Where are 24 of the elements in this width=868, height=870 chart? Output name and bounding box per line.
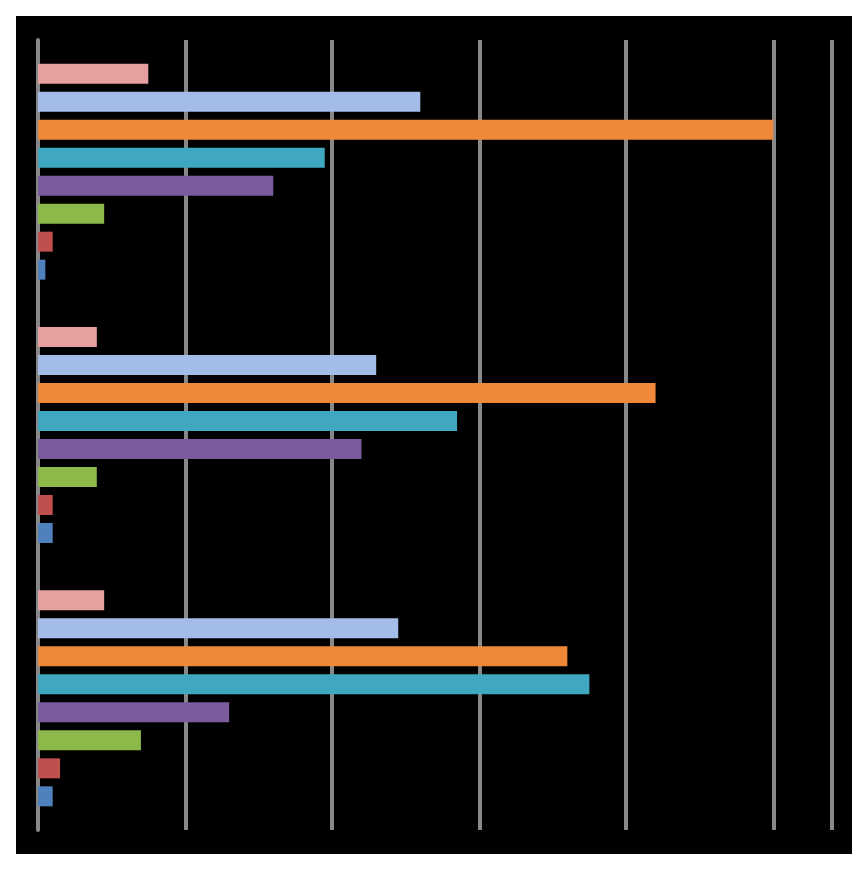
bar bbox=[38, 63, 149, 84]
bar bbox=[38, 175, 274, 196]
bar bbox=[38, 786, 53, 807]
bar bbox=[38, 590, 105, 611]
bar bbox=[38, 259, 46, 280]
bar bbox=[38, 411, 458, 431]
bar bbox=[38, 646, 568, 667]
bar bbox=[38, 618, 399, 639]
bar bbox=[38, 702, 230, 723]
bar bbox=[38, 355, 377, 375]
bar bbox=[38, 327, 97, 347]
bar bbox=[38, 674, 590, 695]
bar bbox=[38, 383, 656, 403]
bar bbox=[38, 467, 97, 487]
bar bbox=[38, 203, 105, 224]
bar bbox=[38, 495, 53, 515]
bar bbox=[38, 439, 362, 459]
bar bbox=[38, 147, 325, 168]
bar bbox=[38, 730, 141, 751]
bar bbox=[38, 119, 774, 140]
bar bbox=[38, 231, 53, 252]
bar bbox=[38, 91, 421, 112]
bar bbox=[38, 758, 61, 779]
bar bbox=[38, 523, 53, 543]
